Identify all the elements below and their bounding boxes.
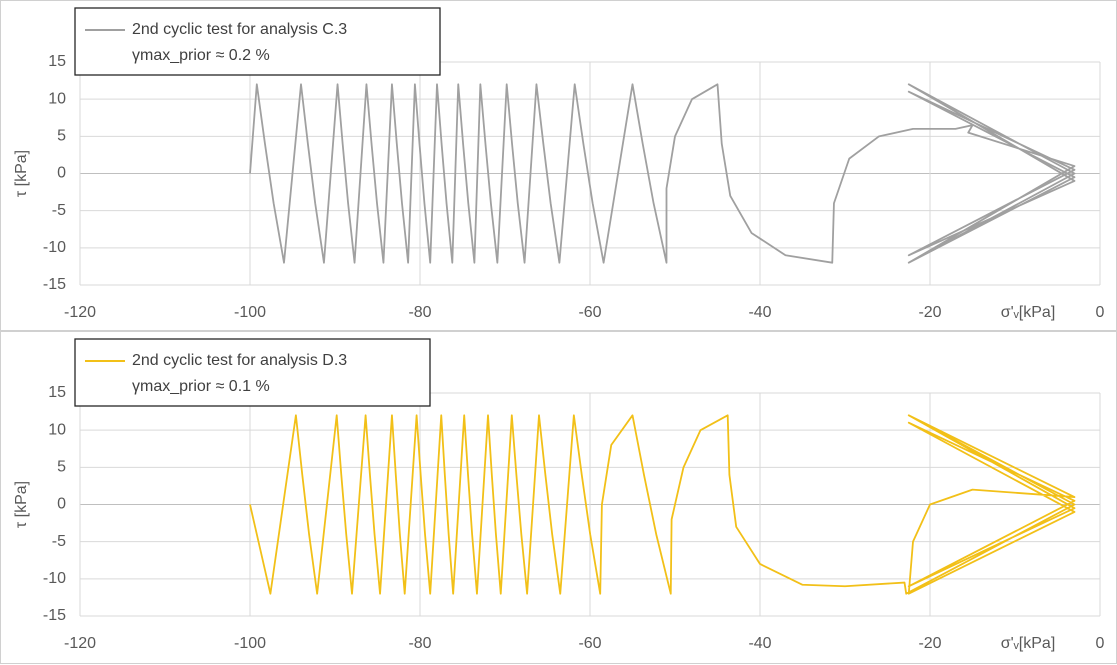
x-axis-label: σ'ᵥ[kPa] — [1001, 304, 1056, 321]
x-tick-label: -80 — [408, 635, 431, 652]
x-tick-label: -120 — [64, 304, 96, 321]
data-line — [249, 83, 1076, 264]
x-axis-label: σ'ᵥ[kPa] — [1001, 635, 1056, 652]
y-tick-label: -15 — [43, 607, 66, 624]
y-tick-label: 10 — [48, 90, 66, 107]
x-tick-label: -40 — [748, 304, 771, 321]
x-tick-label: 0 — [1096, 304, 1105, 321]
y-tick-label: 10 — [48, 421, 66, 438]
y-axis-label: τ [kPa] — [13, 150, 30, 197]
x-tick-label: -120 — [64, 635, 96, 652]
legend-box — [74, 338, 431, 407]
x-tick-label: -20 — [918, 304, 941, 321]
x-tick-label: -80 — [408, 304, 431, 321]
y-tick-label: 5 — [57, 128, 66, 145]
x-tick-label: -60 — [578, 635, 601, 652]
y-tick-label: 15 — [48, 384, 66, 401]
x-tick-label: -100 — [234, 304, 266, 321]
x-tick-label: -40 — [748, 635, 771, 652]
y-tick-label: 0 — [57, 496, 66, 513]
x-tick-label: -60 — [578, 304, 601, 321]
legend-note: γmax_prior ≈ 0.2 % — [132, 47, 270, 64]
legend-label: 2nd cyclic test for analysis C.3 — [132, 21, 347, 38]
y-tick-label: 5 — [57, 459, 66, 476]
x-tick-label: -100 — [234, 635, 266, 652]
legend-box — [74, 7, 441, 76]
y-tick-label: -5 — [52, 533, 66, 550]
y-tick-label: -5 — [52, 202, 66, 219]
data-line — [249, 414, 1076, 595]
y-tick-label: 15 — [48, 53, 66, 70]
y-axis-label: τ [kPa] — [13, 481, 30, 528]
y-tick-label: -10 — [43, 239, 66, 256]
y-tick-label: -15 — [43, 276, 66, 293]
y-tick-label: -10 — [43, 570, 66, 587]
y-tick-label: 0 — [57, 165, 66, 182]
x-tick-label: 0 — [1096, 635, 1105, 652]
legend-note: γmax_prior ≈ 0.1 % — [132, 378, 270, 395]
legend-label: 2nd cyclic test for analysis D.3 — [132, 352, 347, 369]
x-tick-label: -20 — [918, 635, 941, 652]
